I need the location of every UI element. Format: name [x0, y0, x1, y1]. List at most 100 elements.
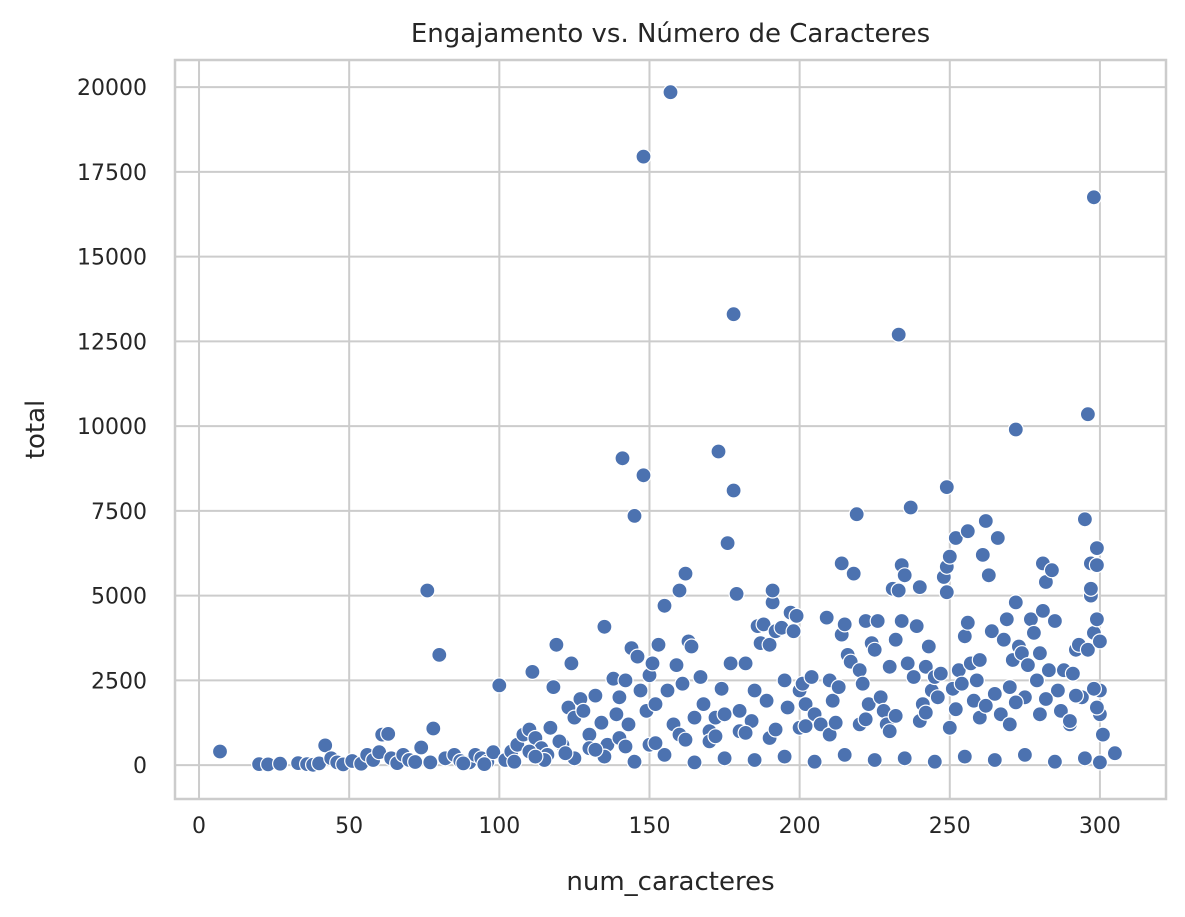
data-point: [932, 665, 949, 682]
data-point: [1043, 562, 1061, 579]
data-point: [506, 753, 523, 770]
data-point: [476, 755, 493, 773]
data-point: [881, 658, 898, 675]
data-point: [737, 724, 754, 742]
data-point: [422, 754, 439, 771]
data-point: [563, 655, 580, 672]
data-point: [1067, 687, 1085, 704]
data-point: [767, 721, 784, 738]
data-point: [938, 584, 955, 601]
data-points: [211, 84, 1124, 773]
data-point: [995, 631, 1012, 648]
x-axis-title: num_caracteres: [566, 867, 774, 897]
data-point: [614, 450, 631, 467]
data-point: [1106, 745, 1124, 762]
data-point: [1079, 641, 1097, 658]
data-point: [1088, 611, 1106, 628]
data-point: [1016, 746, 1034, 764]
x-tick-label: 250: [929, 814, 971, 839]
data-point: [899, 655, 916, 672]
y-tick-label: 12500: [77, 330, 147, 355]
data-point: [860, 695, 877, 713]
data-point: [1007, 421, 1024, 438]
data-point: [545, 678, 562, 696]
data-point: [947, 529, 964, 547]
data-point: [887, 707, 904, 725]
data-point: [959, 614, 976, 631]
data-point: [620, 716, 637, 733]
x-tick-label: 50: [335, 814, 363, 839]
data-point: [737, 655, 754, 672]
data-point: [857, 711, 874, 728]
data-point: [596, 618, 613, 635]
data-point: [617, 738, 634, 755]
data-point: [455, 755, 472, 772]
data-point: [755, 616, 772, 633]
data-point: [656, 597, 673, 614]
data-point: [668, 656, 685, 674]
data-point: [716, 750, 733, 767]
data-point: [713, 680, 730, 697]
y-tick-label: 15000: [77, 246, 147, 271]
data-point: [1025, 624, 1043, 642]
data-point: [953, 675, 970, 692]
data-point: [617, 672, 634, 689]
data-point: [776, 748, 793, 765]
data-point: [986, 685, 1003, 703]
data-point: [1034, 602, 1052, 620]
data-point: [908, 617, 925, 635]
data-point: [1007, 694, 1024, 711]
data-point: [1064, 665, 1082, 682]
data-point: [647, 734, 664, 752]
data-point: [1091, 754, 1109, 771]
data-point: [833, 555, 850, 572]
data-point: [575, 702, 592, 720]
data-point: [1040, 662, 1058, 679]
data-point: [854, 675, 871, 692]
data-point: [635, 467, 652, 484]
data-point: [662, 84, 679, 101]
data-point: [761, 636, 778, 653]
y-tick-label: 0: [133, 754, 147, 779]
data-point: [1007, 594, 1024, 611]
data-point: [746, 682, 763, 699]
x-tick-label: 100: [478, 814, 520, 839]
data-point: [968, 672, 985, 689]
data-point: [728, 585, 745, 603]
data-point: [692, 668, 709, 686]
data-point: [1094, 726, 1112, 743]
data-point: [1088, 556, 1106, 574]
data-point: [947, 701, 964, 718]
data-point: [866, 751, 883, 769]
data-point: [938, 479, 955, 496]
data-point: [485, 744, 502, 761]
data-point: [758, 692, 775, 709]
data-point: [1046, 612, 1064, 630]
data-point: [1061, 712, 1079, 730]
data-point: [893, 612, 910, 630]
data-point: [707, 728, 724, 745]
data-point: [785, 623, 802, 640]
data-point: [980, 567, 997, 584]
data-point: [677, 731, 694, 748]
data-point: [710, 443, 727, 460]
data-point: [848, 506, 865, 523]
data-point: [845, 565, 862, 582]
data-point: [686, 754, 703, 771]
data-point: [905, 668, 922, 686]
data-point: [881, 723, 898, 740]
x-tick-label: 0: [192, 814, 206, 839]
data-point: [920, 638, 937, 655]
data-point: [719, 534, 736, 552]
data-point: [632, 682, 649, 699]
data-point: [830, 678, 847, 696]
data-point: [746, 751, 763, 769]
data-point: [872, 689, 889, 706]
data-point: [1052, 702, 1070, 720]
x-tick-label: 300: [1079, 814, 1121, 839]
data-point: [824, 692, 841, 709]
plot-frame: [173, 58, 1168, 801]
data-point: [1031, 706, 1049, 723]
data-point: [407, 753, 424, 771]
data-point: [941, 548, 958, 565]
